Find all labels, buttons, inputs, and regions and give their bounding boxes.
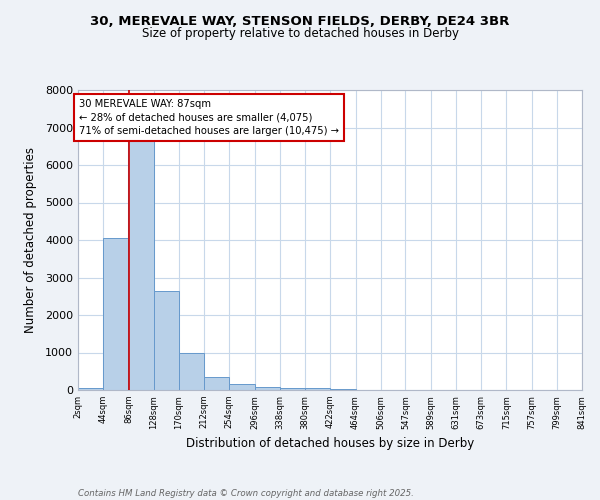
Y-axis label: Number of detached properties: Number of detached properties <box>23 147 37 333</box>
Bar <box>103 238 128 390</box>
Bar <box>280 388 305 390</box>
Bar <box>229 384 254 390</box>
Text: 30 MEREVALE WAY: 87sqm
← 28% of detached houses are smaller (4,075)
71% of semi-: 30 MEREVALE WAY: 87sqm ← 28% of detached… <box>79 100 338 136</box>
Bar <box>305 388 331 390</box>
Bar <box>179 352 204 390</box>
Text: 30, MEREVALE WAY, STENSON FIELDS, DERBY, DE24 3BR: 30, MEREVALE WAY, STENSON FIELDS, DERBY,… <box>91 15 509 28</box>
Bar <box>154 290 179 390</box>
Bar <box>254 387 280 390</box>
Text: Contains HM Land Registry data © Crown copyright and database right 2025.: Contains HM Land Registry data © Crown c… <box>78 488 414 498</box>
Bar <box>331 389 356 390</box>
Text: Size of property relative to detached houses in Derby: Size of property relative to detached ho… <box>142 28 458 40</box>
X-axis label: Distribution of detached houses by size in Derby: Distribution of detached houses by size … <box>186 437 474 450</box>
Bar <box>204 377 229 390</box>
Bar <box>128 140 154 390</box>
Bar <box>78 388 103 390</box>
